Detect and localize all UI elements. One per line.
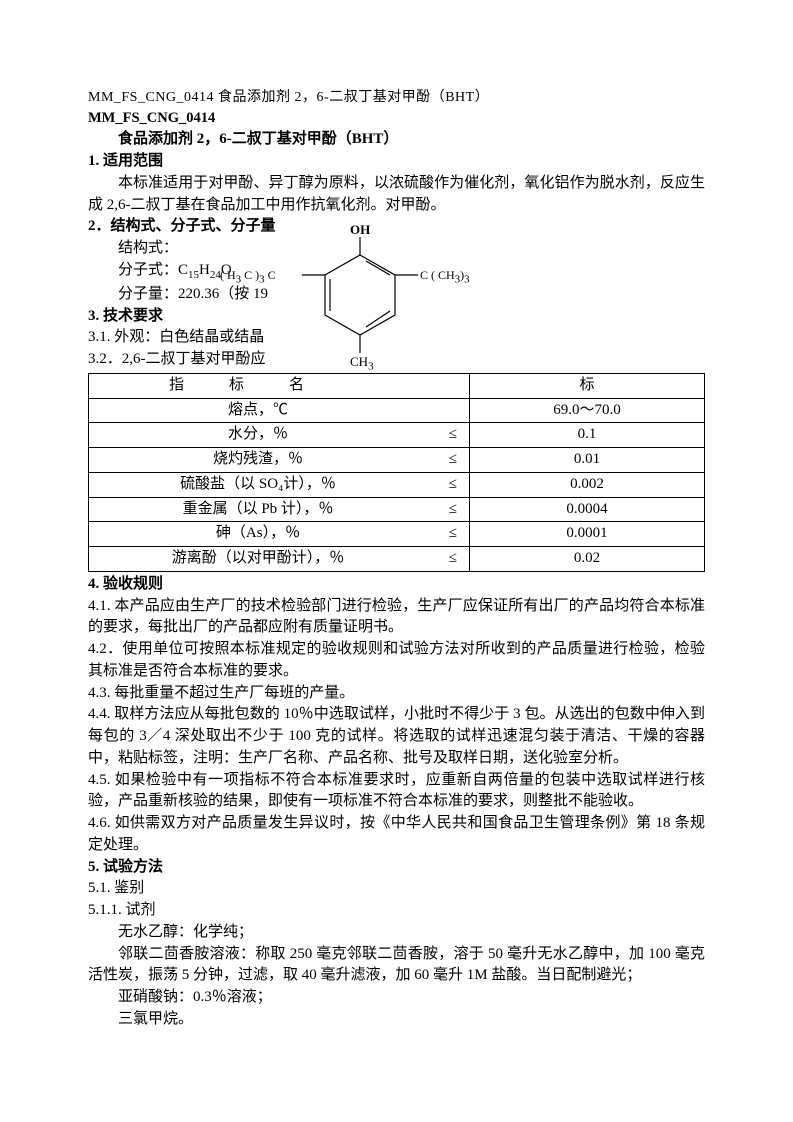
table-item-label: 硫酸盐（以 SO₄计），％: [89, 474, 427, 496]
table-item-label: 重金属（以 Pb 计），％: [89, 499, 427, 521]
s4-p6: 4.6. 如供需双方对产品质量发生异议时，按《中华人民共和国食品卫生管理条例》第…: [88, 813, 705, 857]
s5-l3: 无水乙醇：化学纯；: [88, 922, 705, 944]
le-symbol: ≤: [427, 523, 465, 545]
s5-l4: 邻联二茴香胺溶液：称取 250 毫克邻联二茴香胺，溶于 50 毫升无水乙醇中，加…: [88, 944, 705, 988]
table-header-row: 指 标 名 标: [89, 373, 705, 398]
table-item-cell: 水分，％≤: [89, 423, 470, 448]
table-val-cell: 0.1: [470, 423, 705, 448]
doc-id: MM_FS_CNG_0414: [88, 108, 705, 129]
table-val-cell: 0.0001: [470, 522, 705, 547]
table-row: 烧灼残渣，％≤0.01: [89, 448, 705, 473]
le-symbol: ≤: [427, 449, 465, 471]
section3-l2: 3.2．2,6-二叔丁基对甲酚应: [88, 349, 705, 371]
section2-l1: 结构式：: [88, 238, 705, 260]
mf-sub2: 24: [210, 269, 221, 281]
table-item-label: 游离酚（以对甲酚计），％: [89, 548, 427, 570]
mf-part3: O: [221, 262, 232, 278]
s4-p4: 4.4. 取样方法应从每批包数的 10％中选取试样，小批时不得少于 3 包。从选…: [88, 704, 705, 769]
mf-part1: 分子式：C: [118, 262, 188, 278]
s5-l2: 5.1.1. 试剂: [88, 900, 705, 922]
table-item-label: 熔点，℃: [89, 400, 427, 422]
section2-l3: 分子量：220.36（按 19: [88, 284, 705, 306]
section2-head: 2．结构式、分子式、分子量: [88, 216, 705, 238]
section3-l1: 3.1. 外观：白色结晶或结晶: [88, 327, 705, 349]
table-val-cell: 0.0004: [470, 497, 705, 522]
table-item-cell: 熔点，℃: [89, 398, 470, 423]
table-item-label: 烧灼残渣，％: [89, 449, 427, 471]
mf-sub1: 15: [188, 269, 199, 281]
mf-part2: H: [199, 262, 210, 278]
col-val-header: 标: [470, 373, 705, 398]
table-row: 硫酸盐（以 SO₄计），％≤0.002: [89, 472, 705, 497]
s5-l5: 亚硝酸钠：0.3％溶液；: [88, 987, 705, 1009]
s4-p5: 4.5. 如果检验中有一项指标不符合本标准要求时，应重新自两倍量的包装中选取试样…: [88, 770, 705, 814]
table-item-cell: 硫酸盐（以 SO₄计），％≤: [89, 472, 470, 497]
section2-l2: 分子式：C15H24O: [88, 260, 705, 284]
s4-p3: 4.3. 每批重量不超过生产厂每班的产量。: [88, 683, 705, 705]
section4-head: 4. 验收规则: [88, 574, 705, 596]
s5-l1: 5.1. 鉴别: [88, 878, 705, 900]
table-item-cell: 烧灼残渣，％≤: [89, 448, 470, 473]
table-row: 游离酚（以对甲酚计），％≤0.02: [89, 547, 705, 572]
doc-title: 食品添加剂 2，6-二叔丁基对甲酚（BHT）: [88, 129, 705, 151]
col-name-header: 指 标 名: [89, 373, 470, 398]
s4-p1: 4.1. 本产品应由生产厂的技术检验部门进行检验，生产厂应保证所有出厂的产品均符…: [88, 596, 705, 640]
spec-table: 指 标 名 标 熔点，℃69.0～70.0水分，％≤0.1烧灼残渣，％≤0.01…: [88, 373, 705, 572]
section1-head: 1. 适用范围: [88, 151, 705, 173]
table-item-label: 砷（As），％: [89, 523, 427, 545]
s5-l6: 三氯甲烷。: [88, 1009, 705, 1031]
section5-head: 5. 试验方法: [88, 857, 705, 879]
table-item-cell: 砷（As），％≤: [89, 522, 470, 547]
table-item-cell: 游离酚（以对甲酚计），％≤: [89, 547, 470, 572]
table-val-cell: 69.0～70.0: [470, 398, 705, 423]
table-val-cell: 0.01: [470, 448, 705, 473]
table-row: 熔点，℃ 69.0～70.0: [89, 398, 705, 423]
table-item-cell: 重金属（以 Pb 计），％≤: [89, 497, 470, 522]
le-symbol: ≤: [427, 499, 465, 521]
header-line: MM_FS_CNG_0414 食品添加剂 2，6-二叔丁基对甲酚（BHT）: [88, 88, 705, 108]
s4-p2: 4.2．使用单位可按照本标准规定的验收规则和试验方法对所收到的产品质量进行检验，…: [88, 639, 705, 683]
table-item-label: 水分，％: [89, 424, 427, 446]
table-row: 重金属（以 Pb 计），％≤0.0004: [89, 497, 705, 522]
table-row: 水分，％≤0.1: [89, 423, 705, 448]
le-symbol: ≤: [427, 474, 465, 496]
le-symbol: ≤: [427, 424, 465, 446]
table-row: 砷（As），％≤0.0001: [89, 522, 705, 547]
section1-body: 本标准适用于对甲酚、异丁醇为原料，以浓硫酸作为催化剂，氧化铝作为脱水剂，反应生成…: [88, 173, 705, 217]
section3-head: 3. 技术要求: [88, 306, 705, 328]
table-val-cell: 0.002: [470, 472, 705, 497]
le-symbol: ≤: [427, 548, 465, 570]
table-val-cell: 0.02: [470, 547, 705, 572]
